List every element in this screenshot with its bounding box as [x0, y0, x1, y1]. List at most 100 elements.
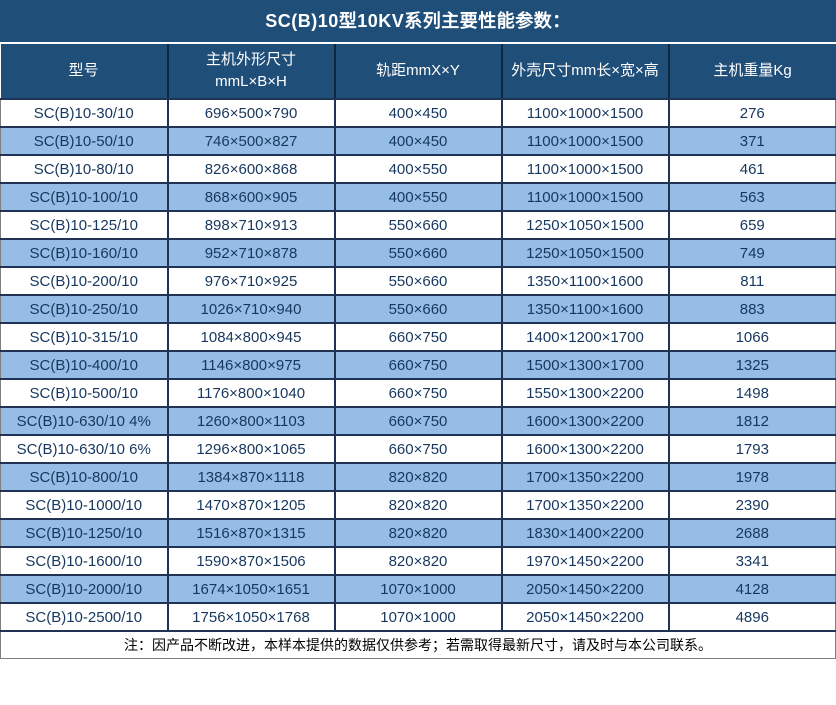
cell-rail-gauge: 660×750: [333, 350, 503, 380]
cell-rail-gauge: 550×660: [333, 210, 503, 240]
cell-rail-gauge: 400×550: [333, 154, 503, 184]
footnote: 注：因产品不断改进，本样本提供的数据仅供参考；若需取得最新尺寸，请及时与本公司联…: [0, 632, 836, 659]
cell-weight: 1978: [667, 462, 836, 492]
cell-weight: 2390: [667, 490, 836, 520]
cell-shell-size: 1100×1000×1500: [500, 182, 670, 212]
cell-model: SC(B)10-1600/10: [0, 546, 169, 576]
cell-weight: 4128: [667, 574, 836, 604]
table-row: SC(B)10-125/10 898×710×913 550×660 1250×105…: [0, 210, 836, 240]
cell-dimensions: 1756×1050×1768: [166, 602, 336, 632]
cell-weight: 749: [667, 238, 836, 268]
table-row: SC(B)10-160/10 952×710×878 550×660 1250×105…: [0, 238, 836, 268]
table-row: SC(B)10-2500/10 1756×1050×1768 1070×1000 20…: [0, 602, 836, 632]
cell-model: SC(B)10-2000/10: [0, 574, 169, 604]
cell-rail-gauge: 550×660: [333, 266, 503, 296]
cell-dimensions: 746×500×827: [166, 126, 336, 156]
cell-dimensions: 1674×1050×1651: [166, 574, 336, 604]
cell-model: SC(B)10-80/10: [0, 154, 169, 184]
cell-dimensions: 696×500×790: [166, 98, 336, 128]
cell-dimensions: 1590×870×1506: [166, 546, 336, 576]
cell-weight: 461: [667, 154, 836, 184]
table-row: SC(B)10-80/10 826×600×868 400×550 1100×1000…: [0, 154, 836, 184]
cell-weight: 2688: [667, 518, 836, 548]
cell-model: SC(B)10-1250/10: [0, 518, 169, 548]
cell-model: SC(B)10-125/10: [0, 210, 169, 240]
cell-dimensions: 1384×870×1118: [166, 462, 336, 492]
cell-rail-gauge: 1070×1000: [333, 574, 503, 604]
spec-table: 型号 主机外形尺寸 mmL×B×H 轨距mmX×Y 外壳尺寸mm长×宽×高 主机…: [0, 44, 836, 632]
cell-shell-size: 1250×1050×1500: [500, 210, 670, 240]
cell-dimensions: 868×600×905: [166, 182, 336, 212]
cell-shell-size: 1100×1000×1500: [500, 98, 670, 128]
cell-shell-size: 1250×1050×1500: [500, 238, 670, 268]
table-row: SC(B)10-630/10 4% 1260×800×1103 660×750 160…: [0, 406, 836, 436]
cell-model: SC(B)10-160/10: [0, 238, 169, 268]
cell-weight: 371: [667, 126, 836, 156]
table-row: SC(B)10-200/10 976×710×925 550×660 1350×110…: [0, 266, 836, 296]
cell-weight: 1498: [667, 378, 836, 408]
cell-dimensions: 1026×710×940: [166, 294, 336, 324]
cell-model: SC(B)10-630/10 6%: [0, 434, 169, 464]
cell-model: SC(B)10-630/10 4%: [0, 406, 169, 436]
table-row: SC(B)10-630/10 6% 1296×800×1065 660×750 160…: [0, 434, 836, 464]
cell-model: SC(B)10-800/10: [0, 462, 169, 492]
table-row: SC(B)10-100/10 868×600×905 400×550 1100×100…: [0, 182, 836, 212]
cell-dimensions: 1260×800×1103: [166, 406, 336, 436]
cell-model: SC(B)10-315/10: [0, 322, 169, 352]
table-row: SC(B)10-50/10 746×500×827 400×450 1100×1000…: [0, 126, 836, 156]
cell-shell-size: 1830×1400×2200: [500, 518, 670, 548]
cell-shell-size: 1100×1000×1500: [500, 126, 670, 156]
cell-shell-size: 1350×1100×1600: [500, 266, 670, 296]
cell-dimensions: 1176×800×1040: [166, 378, 336, 408]
cell-weight: 276: [667, 98, 836, 128]
cell-model: SC(B)10-500/10: [0, 378, 169, 408]
cell-rail-gauge: 660×750: [333, 434, 503, 464]
cell-rail-gauge: 400×550: [333, 182, 503, 212]
cell-rail-gauge: 660×750: [333, 322, 503, 352]
column-header-shell-size: 外壳尺寸mm长×宽×高: [500, 44, 670, 100]
table-row: SC(B)10-1600/10 1590×870×1506 820×820 1970×…: [0, 546, 836, 576]
column-header-rail-gauge: 轨距mmX×Y: [333, 44, 503, 100]
table-row: SC(B)10-1000/10 1470×870×1205 820×820 1700×…: [0, 490, 836, 520]
cell-rail-gauge: 550×660: [333, 294, 503, 324]
cell-weight: 563: [667, 182, 836, 212]
cell-rail-gauge: 820×820: [333, 490, 503, 520]
cell-rail-gauge: 400×450: [333, 98, 503, 128]
cell-rail-gauge: 400×450: [333, 126, 503, 156]
cell-rail-gauge: 550×660: [333, 238, 503, 268]
cell-weight: 1325: [667, 350, 836, 380]
cell-model: SC(B)10-250/10: [0, 294, 169, 324]
cell-rail-gauge: 660×750: [333, 406, 503, 436]
cell-model: SC(B)10-200/10: [0, 266, 169, 296]
cell-shell-size: 1970×1450×2200: [500, 546, 670, 576]
cell-dimensions: 898×710×913: [166, 210, 336, 240]
column-header-weight: 主机重量Kg: [667, 44, 836, 100]
cell-weight: 1066: [667, 322, 836, 352]
cell-shell-size: 1700×1350×2200: [500, 462, 670, 492]
cell-rail-gauge: 660×750: [333, 378, 503, 408]
cell-weight: 659: [667, 210, 836, 240]
cell-shell-size: 2050×1450×2200: [500, 602, 670, 632]
cell-shell-size: 1600×1300×2200: [500, 434, 670, 464]
cell-weight: 811: [667, 266, 836, 296]
cell-model: SC(B)10-1000/10: [0, 490, 169, 520]
cell-rail-gauge: 1070×1000: [333, 602, 503, 632]
cell-rail-gauge: 820×820: [333, 546, 503, 576]
table-row: SC(B)10-500/10 1176×800×1040 660×750 1550×1…: [0, 378, 836, 408]
table-row: SC(B)10-800/10 1384×870×1118 820×820 1700×1…: [0, 462, 836, 492]
cell-dimensions: 1296×800×1065: [166, 434, 336, 464]
table-row: SC(B)10-30/10 696×500×790 400×450 1100×1000…: [0, 98, 836, 128]
cell-model: SC(B)10-2500/10: [0, 602, 169, 632]
cell-dimensions: 826×600×868: [166, 154, 336, 184]
table-body: SC(B)10-30/10 696×500×790 400×450 1100×1000…: [0, 98, 836, 632]
cell-weight: 4896: [667, 602, 836, 632]
cell-shell-size: 1550×1300×2200: [500, 378, 670, 408]
table-header: 型号 主机外形尺寸 mmL×B×H 轨距mmX×Y 外壳尺寸mm长×宽×高 主机…: [0, 44, 836, 100]
cell-weight: 883: [667, 294, 836, 324]
cell-weight: 3341: [667, 546, 836, 576]
cell-dimensions: 976×710×925: [166, 266, 336, 296]
page-title: SC(B)10型10KV系列主要性能参数：: [0, 0, 836, 44]
column-header-model: 型号: [0, 44, 169, 100]
cell-weight: 1812: [667, 406, 836, 436]
